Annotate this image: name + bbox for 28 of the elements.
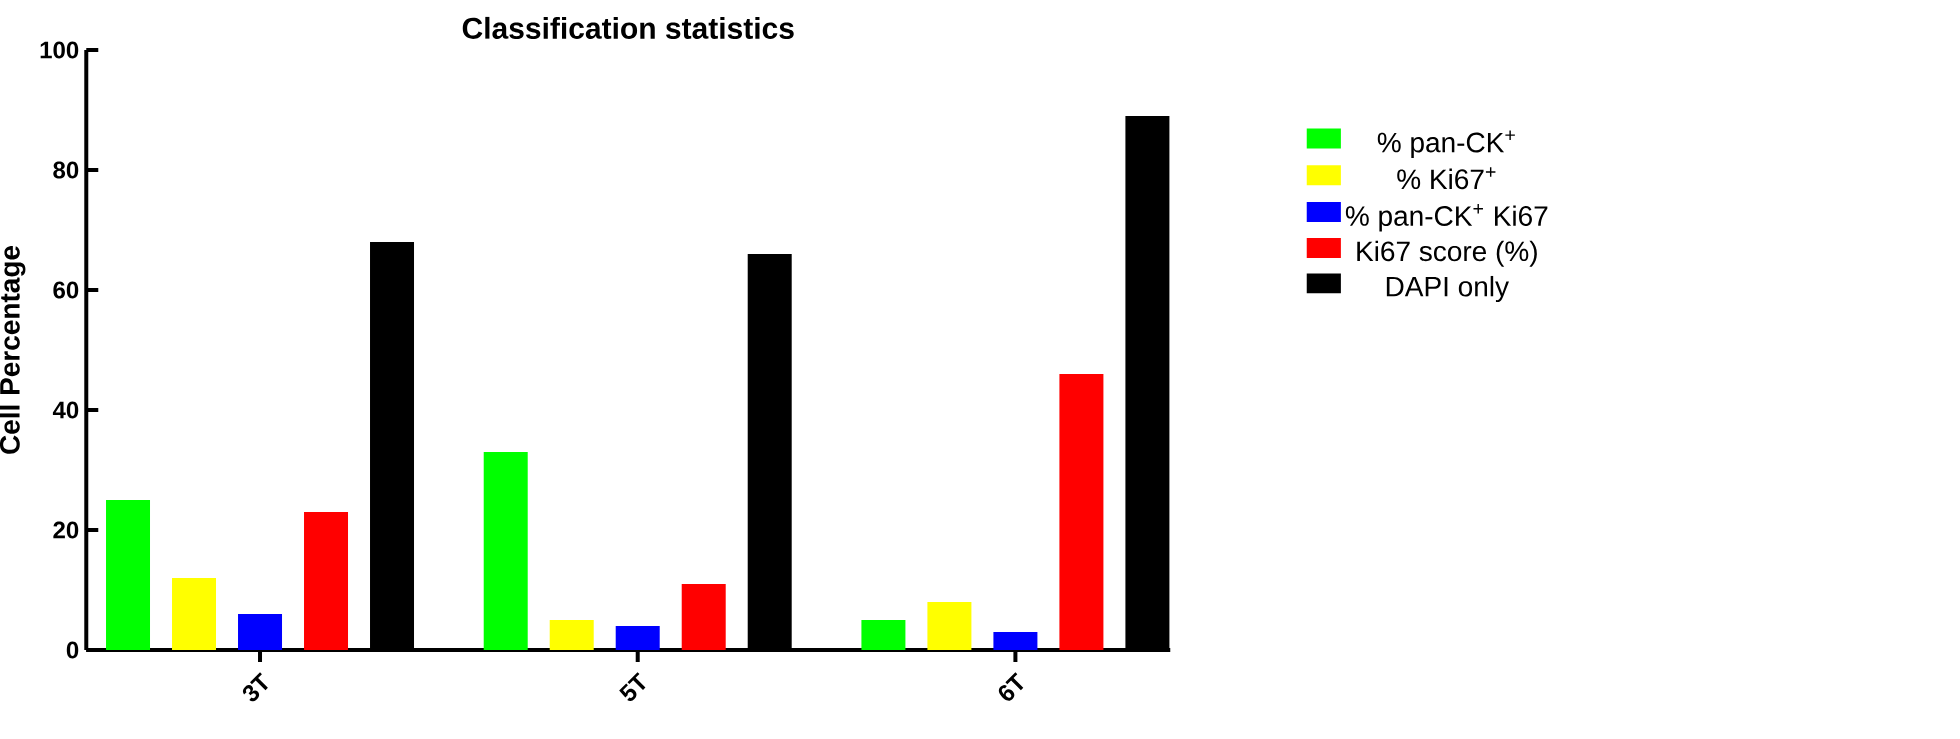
bar [927,601,972,650]
bar [861,619,906,650]
y-tick-label: 0 [66,641,79,659]
bar [1059,373,1104,650]
y-tick-label: 20 [53,521,79,539]
legend-label: % pan-CK$^{+}$ [1377,130,1515,158]
x-tick-label: 3T [242,672,268,702]
legend-label: % Ki67$^{+}$ [1397,167,1496,190]
legend-label: Ki67 score (%) [1357,240,1537,267]
legend-label: % pan-CK$^{+}$ Ki67 [1345,203,1548,232]
bar [172,577,217,650]
bar [681,583,726,650]
y-tick-label: 100 [40,41,79,59]
bar [993,631,1038,650]
legend-label: DAPI only [1386,275,1509,303]
y-tick-label: 60 [53,281,79,299]
bar [615,625,660,650]
y-axis-title: Cell Percentage [0,245,26,454]
bar [483,451,528,650]
x-tick-label: 5T [619,672,646,702]
y-tick-label: 80 [53,161,79,179]
bar [106,499,151,650]
y-tick-label: 40 [52,401,79,419]
bar [238,613,283,650]
bar [549,619,594,650]
bar [304,511,349,650]
x-tick-label: 6T [998,672,1024,701]
chart-title: Classification statistics [462,16,794,39]
